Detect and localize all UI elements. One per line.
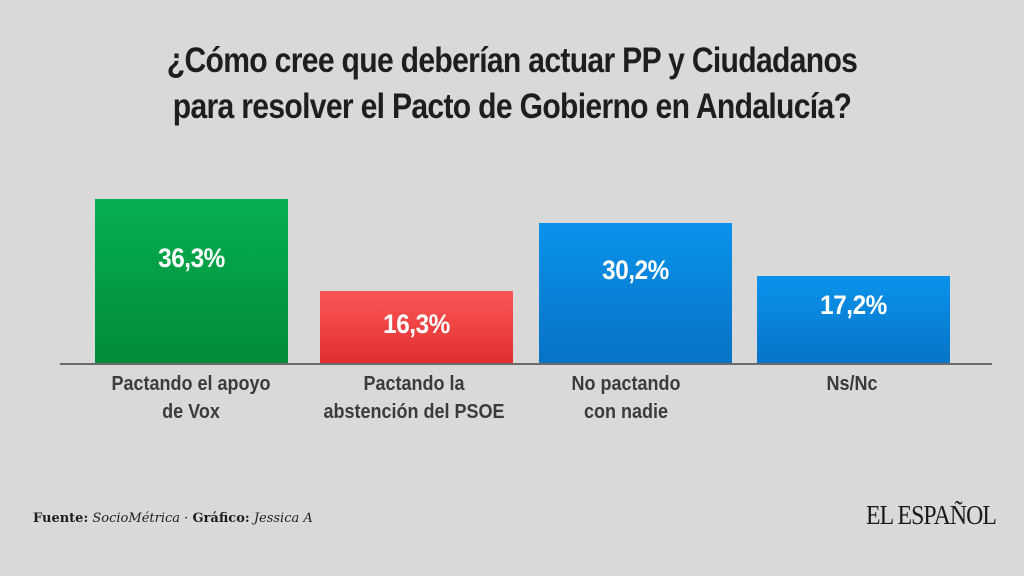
bar-value: 30,2%	[602, 255, 669, 285]
title-line-1: ¿Cómo cree que deberían actuar PP y Ciud…	[166, 41, 858, 80]
bar-value: 17,2%	[820, 290, 887, 320]
category-label: Pactando la abstención del PSOE	[323, 373, 505, 423]
x-axis-baseline	[60, 363, 992, 365]
category-label: Pactando el apoyo de Vox	[111, 373, 271, 423]
bar-psoe-abstention: 16,3%	[320, 291, 513, 363]
category-label: No pactando con nadie	[571, 373, 681, 423]
bar-vox: 36,3%	[95, 199, 288, 363]
source-credit: Fuente: SocioMétrica · Gráfico: Jessica …	[33, 511, 313, 526]
bar-value: 16,3%	[383, 309, 450, 339]
chart-title: ¿Cómo cree que deberían actuar PP y Ciud…	[72, 38, 953, 130]
el-espanol-logo: EL ESPAÑOL	[866, 500, 997, 530]
bar-no-pact: 30,2%	[539, 223, 732, 363]
bar-value: 36,3%	[158, 243, 225, 273]
title-line-2: para resolver el Pacto de Gobierno en An…	[172, 87, 852, 126]
category-label: Ns/Nc	[826, 373, 878, 395]
bar-ns-nc: 17,2%	[757, 276, 950, 363]
